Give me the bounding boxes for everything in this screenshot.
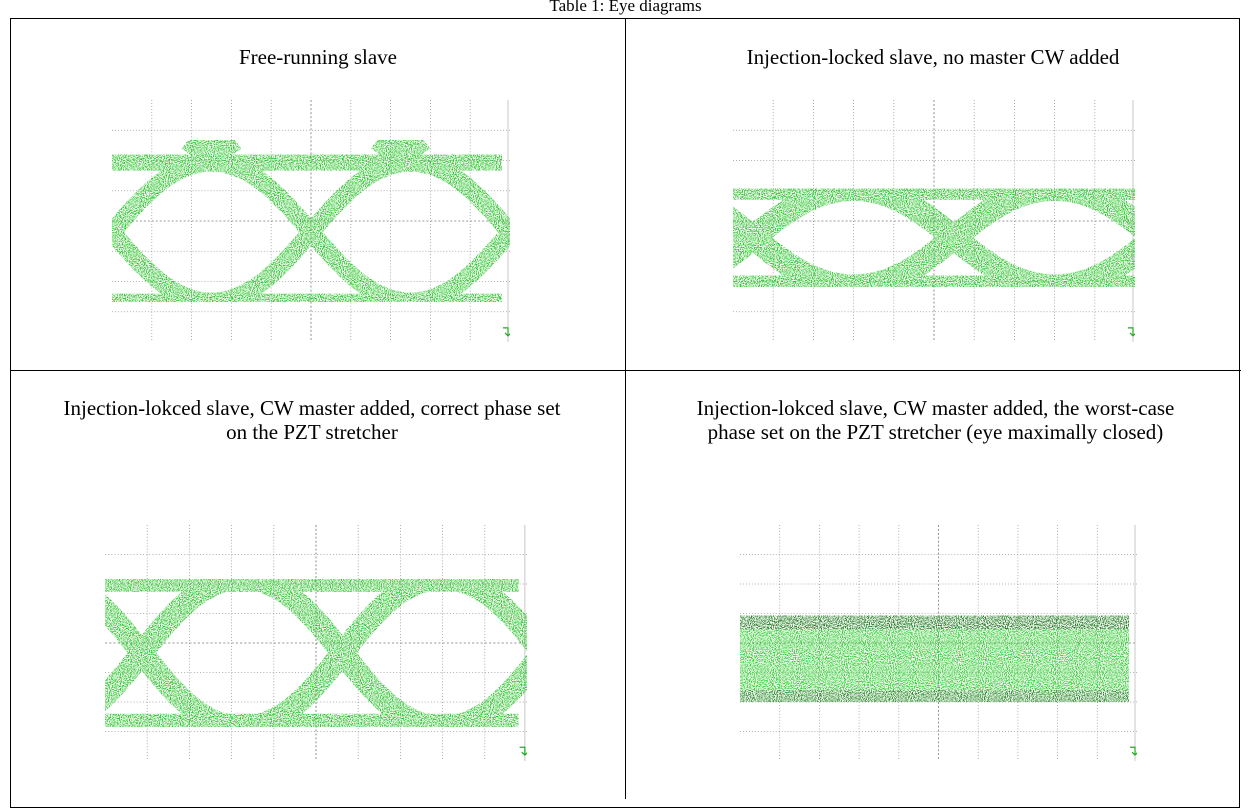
table-title: Table 1: Eye diagrams: [0, 0, 1251, 16]
table-divider: [10, 370, 1241, 371]
eye-diagram: [740, 525, 1137, 761]
cell-caption: Injection-locked slave, no master CW add…: [673, 45, 1193, 69]
cell-caption: Free-running slave: [68, 45, 568, 69]
eye-diagram: [733, 100, 1135, 342]
eye-diagram: [112, 100, 510, 342]
cell-caption: Injection-lokced slave, CW master added,…: [62, 396, 562, 444]
eye-diagram: [105, 525, 527, 761]
table-divider: [625, 18, 626, 799]
cell-caption: Injection-lokced slave, CW master added,…: [678, 396, 1193, 444]
page: Table 1: Eye diagrams Free-running slave…: [0, 0, 1251, 799]
